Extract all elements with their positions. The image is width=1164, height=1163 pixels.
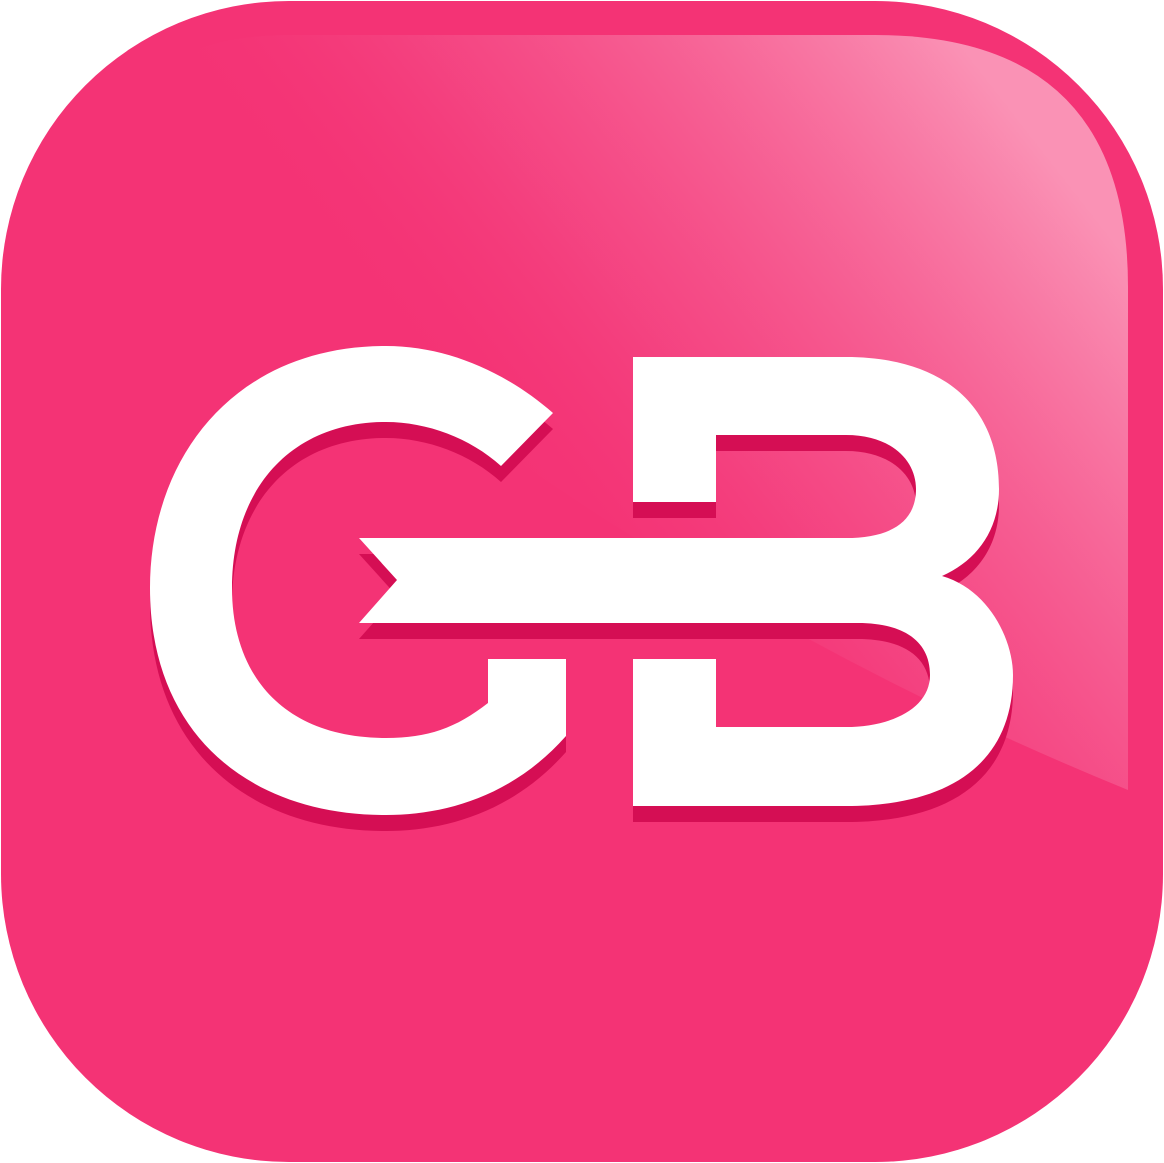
- letter-g: [150, 346, 566, 815]
- monogram-letters: [150, 346, 1013, 815]
- letter-b: [359, 357, 1013, 806]
